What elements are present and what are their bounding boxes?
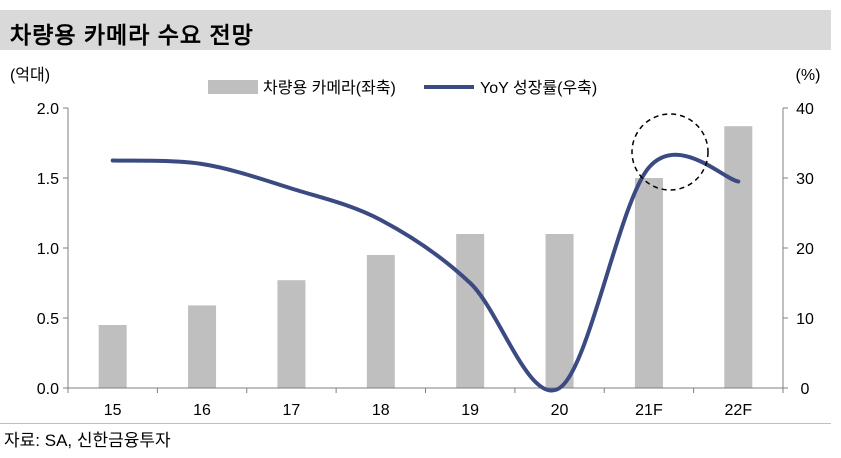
y-left-unit: (억대)	[10, 66, 50, 84]
tick-label-left-0.5: 0.5	[37, 311, 59, 328]
legend-bar-label: 차량용 카메라(좌축)	[263, 79, 396, 97]
tick-label-right-30: 30	[796, 171, 814, 188]
legend-line-label: YoY 성장률(우축)	[480, 79, 597, 97]
legend-bar-swatch	[208, 80, 258, 94]
bar-19	[456, 234, 485, 388]
bar-20	[545, 234, 574, 388]
x-label-17: 17	[283, 402, 301, 419]
bar-22F	[724, 126, 753, 388]
x-label-20: 20	[551, 402, 569, 419]
bar-17	[277, 280, 306, 388]
tick-label-right-0: 0	[801, 381, 810, 398]
x-label-19: 19	[461, 402, 479, 419]
x-label-21F: 21F	[635, 402, 663, 419]
tick-label-left-1.0: 1.0	[37, 241, 59, 258]
bar-18	[366, 255, 395, 388]
x-label-15: 15	[104, 402, 122, 419]
tick-label-left-2.0: 2.0	[37, 101, 59, 118]
tick-label-right-10: 10	[796, 311, 814, 328]
x-label-18: 18	[372, 402, 390, 419]
footer-divider	[0, 423, 831, 424]
title-bar: 차량용 카메라 수요 전망	[0, 10, 831, 50]
highlight-circle	[631, 113, 709, 191]
tick-label-right-20: 20	[796, 241, 814, 258]
tick-label-left-1.5: 1.5	[37, 171, 59, 188]
bar-21F	[634, 178, 663, 388]
x-label-16: 16	[193, 402, 211, 419]
bar-16	[188, 305, 217, 388]
bar-15	[98, 325, 127, 388]
x-label-22F: 22F	[725, 402, 753, 419]
tick-label-left-0.0: 0.0	[37, 381, 59, 398]
source-note: 자료: SA, 신한금융투자	[4, 431, 171, 450]
page-title: 차량용 카메라 수요 전망	[10, 22, 254, 48]
y-right-unit: (%)	[796, 67, 821, 84]
tick-label-right-40: 40	[796, 101, 814, 118]
